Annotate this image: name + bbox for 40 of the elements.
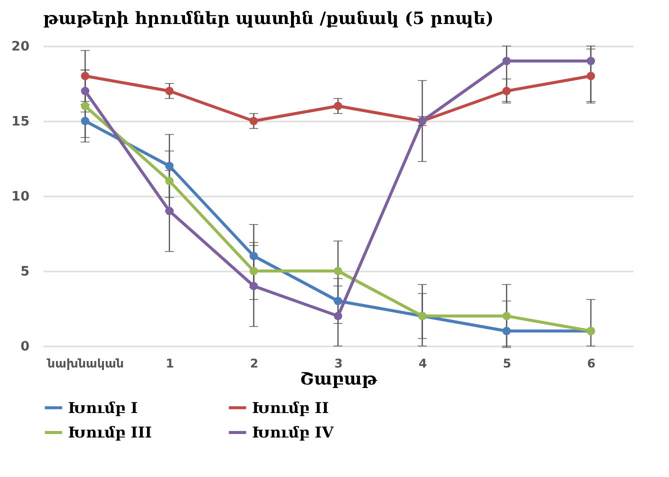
y-tick-label: 5 xyxy=(20,264,30,280)
point xyxy=(502,312,511,320)
x-tick-label: նախնական xyxy=(46,356,124,370)
point xyxy=(80,86,90,96)
point xyxy=(334,296,342,306)
point xyxy=(250,266,258,276)
x-axis-title: Շաբաթ xyxy=(300,370,378,390)
point xyxy=(334,102,342,110)
point xyxy=(80,102,90,110)
chart-title: թաթերի հրումներ պատին /քանակ (5 րոպե) xyxy=(43,9,494,29)
point xyxy=(502,56,511,66)
x-tick-label: 5 xyxy=(502,356,512,370)
point xyxy=(165,206,174,216)
x-tick-label: 4 xyxy=(418,356,427,370)
legend-label: Խումբ IV xyxy=(252,424,334,442)
point xyxy=(586,56,596,66)
point xyxy=(502,86,511,96)
point xyxy=(250,282,258,290)
y-tick-label: 0 xyxy=(20,340,30,354)
point xyxy=(334,312,342,320)
x-tick-label: 1 xyxy=(166,356,174,370)
point xyxy=(165,176,174,186)
x-tick-label: 2 xyxy=(250,356,258,370)
y-tick-label: 10 xyxy=(11,190,30,204)
point xyxy=(250,252,258,260)
y-tick-label: 15 xyxy=(11,114,30,130)
point xyxy=(165,86,174,96)
legend-label: Խումբ III xyxy=(68,424,152,442)
x-tick-label: 6 xyxy=(587,356,596,370)
x-tick-label: 3 xyxy=(334,356,343,370)
point xyxy=(502,326,511,336)
point xyxy=(80,116,90,126)
point xyxy=(334,266,342,276)
y-tick-label: 20 xyxy=(11,40,30,54)
legend-label: Խումբ II xyxy=(252,398,329,417)
point xyxy=(250,116,258,126)
point xyxy=(586,72,596,80)
legend-label: Խումբ I xyxy=(68,398,138,417)
point xyxy=(165,162,174,170)
point xyxy=(80,72,90,80)
